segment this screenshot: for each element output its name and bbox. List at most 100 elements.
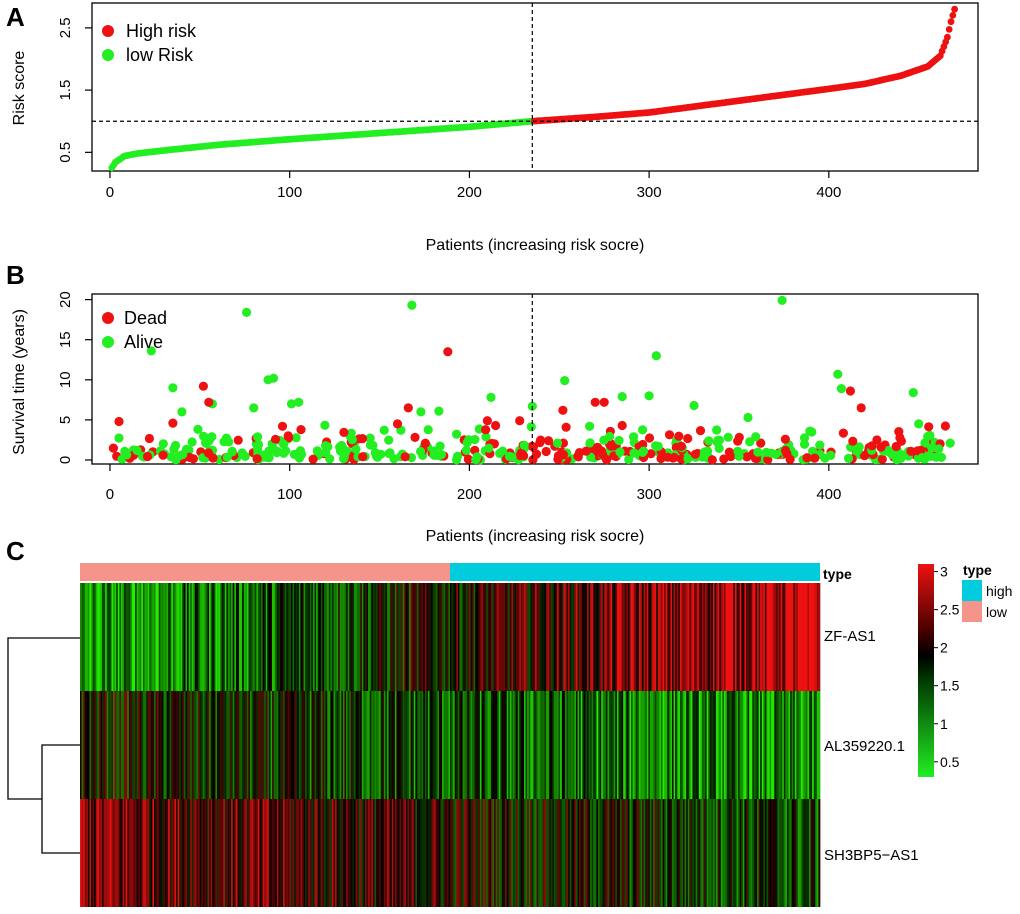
heatmap-cell xyxy=(623,691,626,799)
heatmap-cell xyxy=(531,583,534,691)
heatmap-cell xyxy=(155,799,158,907)
heatmap-cell xyxy=(210,691,213,799)
heatmap-cell xyxy=(638,799,641,907)
heatmap-cell xyxy=(456,799,459,907)
heatmap-cell xyxy=(530,583,533,691)
alive-point xyxy=(224,437,234,447)
heatmap-cell xyxy=(755,691,758,799)
heatmap-cell xyxy=(210,583,213,691)
heatmap-cell xyxy=(298,583,301,691)
heatmap-cell xyxy=(83,583,86,691)
heatmap-cell xyxy=(774,583,777,691)
heatmap-cell xyxy=(457,799,460,907)
heatmap-cell xyxy=(409,583,411,691)
heatmap-cell xyxy=(708,691,711,799)
dead-point xyxy=(913,446,923,456)
heatmap-cell xyxy=(598,583,600,691)
heatmap-cell xyxy=(733,583,736,691)
heatmap-cell xyxy=(106,799,109,907)
heatmap-cell xyxy=(672,799,674,907)
heatmap-cell xyxy=(130,691,133,799)
heatmap-cell xyxy=(127,799,130,907)
heatmap-cell xyxy=(612,691,615,799)
heatmap-cell xyxy=(489,583,492,691)
alive-point xyxy=(703,446,713,456)
heatmap-cell xyxy=(797,799,800,907)
heatmap-cell xyxy=(342,799,345,907)
heatmap-cell xyxy=(250,691,252,799)
scale-tick-label: 2.5 xyxy=(940,602,960,618)
heatmap-cell xyxy=(402,583,405,691)
heatmap-cell xyxy=(246,691,249,799)
heatmap-cell xyxy=(364,691,367,799)
panel-a-legend: High risk low Risk xyxy=(102,21,197,65)
heatmap-cell xyxy=(416,691,419,799)
heatmap-cell xyxy=(544,583,547,691)
heatmap-cell xyxy=(509,799,512,907)
heatmap-cell xyxy=(733,799,736,907)
heatmap-cell xyxy=(524,799,526,907)
heatmap-cell xyxy=(451,799,454,907)
heatmap-cell xyxy=(98,799,101,907)
heatmap-cell xyxy=(632,583,635,691)
alive-point xyxy=(279,439,289,449)
heatmap-cell xyxy=(495,583,498,691)
heatmap-cell xyxy=(815,691,818,799)
legend-alive-dot xyxy=(102,336,114,348)
heatmap-cell xyxy=(86,583,89,691)
heatmap-cell xyxy=(604,583,607,691)
heatmap-cell xyxy=(730,691,733,799)
heatmap-cell xyxy=(135,799,138,907)
heatmap-cell xyxy=(264,691,267,799)
heatmap-cell xyxy=(599,799,602,907)
heatmap-cell xyxy=(615,583,618,691)
heatmap-cell xyxy=(128,691,131,799)
heatmap-cell xyxy=(229,583,232,691)
heatmap-cell xyxy=(522,691,525,799)
heatmap-cell xyxy=(213,799,216,907)
heatmap-cell xyxy=(575,583,578,691)
heatmap-cell xyxy=(240,583,243,691)
heatmap-cell xyxy=(131,691,134,799)
heatmap-cell xyxy=(283,799,286,907)
heatmap-cell xyxy=(574,691,577,799)
heatmap-cell xyxy=(289,583,292,691)
y-tick-label: 2.5 xyxy=(57,17,74,38)
heatmap-cell xyxy=(808,799,811,907)
heatmap-cell xyxy=(136,691,139,799)
alive-point xyxy=(286,399,297,409)
heatmap-cell xyxy=(670,583,673,691)
heatmap-cell xyxy=(344,583,347,691)
heatmap-cell xyxy=(758,799,761,907)
heatmap-cell xyxy=(231,691,234,799)
heatmap-cell xyxy=(506,691,509,799)
heatmap-cell xyxy=(757,691,759,799)
heatmap-cell xyxy=(177,691,180,799)
heatmap-cell xyxy=(791,799,794,907)
alive-point xyxy=(423,425,433,435)
heatmap-cell xyxy=(325,799,328,907)
heatmap-cell xyxy=(166,799,169,907)
heatmap-cell xyxy=(248,691,251,799)
alive-point xyxy=(237,448,247,458)
heatmap-cell xyxy=(360,799,363,907)
heatmap-cell xyxy=(146,799,149,907)
heatmap-cell xyxy=(568,583,571,691)
heatmap-cell xyxy=(531,691,534,799)
heatmap-cell xyxy=(769,583,772,691)
heatmap-cell xyxy=(97,583,100,691)
heatmap-cell xyxy=(793,799,796,907)
heatmap-cell xyxy=(261,583,263,691)
alive-point xyxy=(761,447,772,457)
heatmap-cell xyxy=(122,691,125,799)
heatmap-cell xyxy=(695,691,698,799)
heatmap-cell xyxy=(237,691,240,799)
alive-point xyxy=(416,446,426,457)
heatmap-cell xyxy=(302,691,304,799)
alive-point xyxy=(158,439,168,449)
heatmap-cell xyxy=(366,799,369,907)
heatmap-cell xyxy=(303,799,306,907)
alive-point xyxy=(253,432,263,442)
heatmap-cell xyxy=(160,691,163,799)
dead-point xyxy=(590,397,600,407)
